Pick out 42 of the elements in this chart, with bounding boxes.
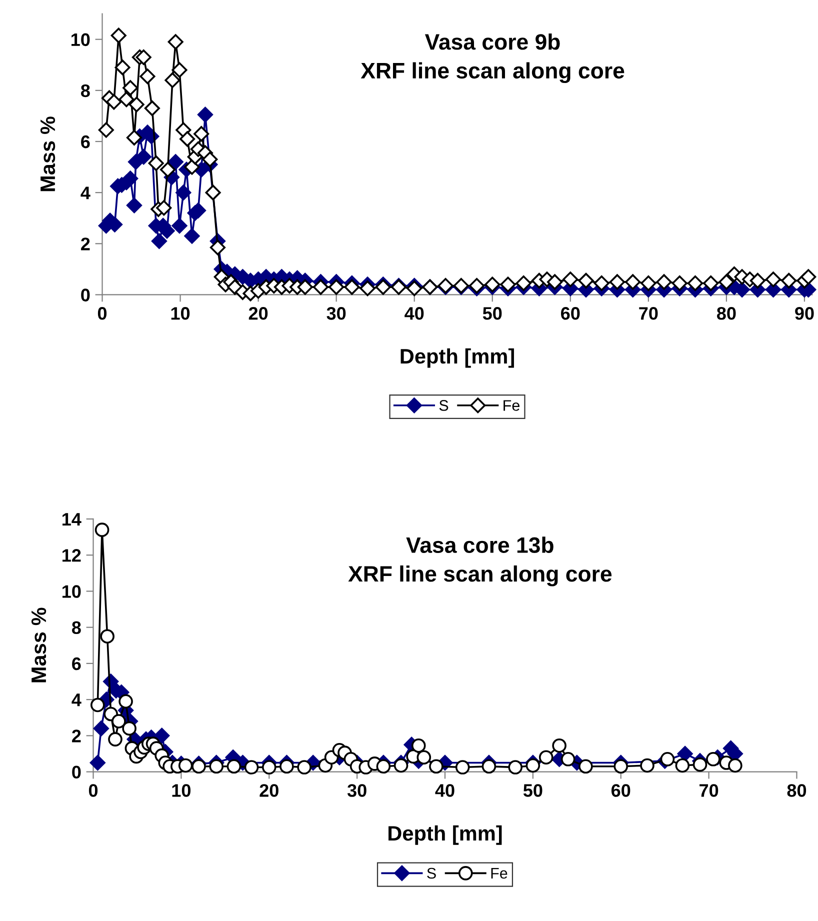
y-tick-label: 8 xyxy=(80,84,90,98)
x-tick-label: 50 xyxy=(482,307,502,320)
x-axis-title: Depth [mm] xyxy=(400,348,514,368)
x-tick-label: 0 xyxy=(98,307,107,320)
x-tick-label: 80 xyxy=(787,784,806,797)
x-tick-label: 70 xyxy=(700,784,718,797)
text: Vasa core 9b XRF line scan along core xyxy=(360,33,624,84)
x-tick-label: 90 xyxy=(795,307,814,320)
x-tick-label: 20 xyxy=(260,784,278,797)
x-tick-label: 80 xyxy=(716,307,736,320)
legend-label: Fe xyxy=(491,868,508,879)
y-tick-label: 14 xyxy=(62,513,82,526)
x-tick-label: 30 xyxy=(326,307,346,320)
x-axis-title: Depth [mm] xyxy=(388,825,502,845)
x-tick-label: 30 xyxy=(347,784,366,797)
x-tick-label: 10 xyxy=(172,784,190,797)
legend-label: S xyxy=(427,868,436,879)
y-tick-label: 4 xyxy=(80,186,90,200)
x-tick-label: 60 xyxy=(561,307,580,320)
y-tick-label: 10 xyxy=(62,585,81,598)
y-tick-label: 12 xyxy=(62,549,81,562)
x-tick-label: 40 xyxy=(404,307,424,320)
y-tick-label: 2 xyxy=(72,730,81,742)
x-tick-label: 20 xyxy=(248,307,268,320)
x-tick-label: 70 xyxy=(639,307,658,320)
y-tick-label: 6 xyxy=(72,657,81,670)
y-tick-label: 8 xyxy=(72,621,81,634)
x-tick-label: 50 xyxy=(523,784,542,797)
y-tick-label: 0 xyxy=(81,288,90,302)
y-tick-label: 10 xyxy=(72,33,90,46)
x-tick-label: 40 xyxy=(435,784,454,797)
y-axis-title: Mass % xyxy=(31,608,46,682)
y-tick-label: 2 xyxy=(81,238,90,250)
x-tick-label: 10 xyxy=(171,307,190,320)
y-axis-title: Mass % xyxy=(40,116,56,192)
legend-label: Fe xyxy=(504,400,520,411)
legend-label: S xyxy=(439,400,448,411)
y-tick-label: 0 xyxy=(72,766,81,779)
y-tick-label: 6 xyxy=(81,135,90,148)
text: Vasa core 13b XRF line scan along core xyxy=(348,536,612,586)
x-tick-label: 60 xyxy=(611,784,630,797)
y-tick-label: 4 xyxy=(72,694,82,706)
